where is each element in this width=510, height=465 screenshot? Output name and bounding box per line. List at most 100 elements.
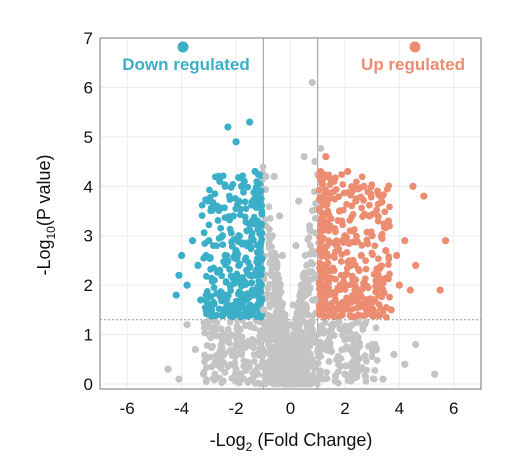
point-not-significant [251, 379, 259, 387]
point-not-significant [299, 317, 307, 324]
point-not-significant [356, 355, 364, 362]
point-down-regulated [254, 249, 262, 257]
point-up-regulated [339, 181, 347, 188]
point-down-regulated [222, 292, 230, 300]
point-up-regulated [363, 306, 371, 314]
y-axis-title-prefix: -Log [34, 240, 54, 276]
point-not-significant [217, 342, 225, 349]
point-up-regulated [373, 206, 381, 214]
point-down-regulated [232, 246, 240, 255]
point-down-regulated [216, 177, 224, 185]
point-down-regulated [232, 138, 240, 146]
point-down-regulated [207, 306, 216, 314]
point-down-regulated [221, 204, 228, 212]
point-not-significant [248, 335, 256, 344]
point-up-regulated [346, 216, 354, 224]
point-not-significant [221, 350, 229, 357]
point-not-significant [311, 296, 319, 304]
legend: Down regulated Up regulated [122, 41, 465, 74]
point-not-significant [276, 212, 284, 220]
point-down-regulated [240, 277, 248, 285]
point-not-significant [341, 370, 349, 378]
point-up-regulated [318, 290, 325, 298]
point-up-regulated [383, 185, 391, 193]
plot-frame [99, 37, 482, 390]
point-up-regulated [352, 197, 360, 205]
x-axis-title: -Log2 (Fold Change) [210, 430, 373, 454]
point-not-significant [235, 373, 243, 381]
y-tick-label: 3 [84, 227, 93, 246]
point-up-regulated [341, 286, 349, 293]
point-down-regulated [226, 266, 233, 273]
point-up-regulated [327, 301, 335, 309]
point-up-regulated [385, 261, 392, 268]
point-not-significant [303, 365, 311, 373]
point-not-significant [283, 329, 290, 336]
point-down-regulated [175, 271, 183, 279]
point-not-significant [349, 335, 357, 344]
point-not-significant [323, 368, 330, 376]
point-not-significant [352, 319, 360, 326]
point-not-significant [362, 357, 370, 365]
point-not-significant [349, 347, 357, 355]
point-not-significant [311, 214, 319, 222]
point-not-significant [237, 350, 246, 358]
point-not-significant [295, 197, 303, 205]
point-down-regulated [258, 295, 266, 302]
point-not-significant [281, 311, 289, 319]
x-tick-label: -2 [229, 399, 244, 418]
point-down-regulated [206, 293, 214, 301]
point-up-regulated [318, 180, 326, 188]
point-not-significant [191, 345, 199, 354]
point-down-regulated [240, 188, 247, 196]
point-not-significant [278, 321, 286, 329]
point-up-regulated [395, 281, 403, 289]
point-up-regulated [332, 306, 340, 314]
point-not-significant [203, 376, 210, 384]
point-up-regulated [386, 293, 393, 301]
point-not-significant [362, 373, 370, 380]
point-down-regulated [221, 182, 229, 190]
point-down-regulated [226, 196, 234, 204]
point-up-regulated [378, 235, 386, 243]
point-not-significant [401, 360, 409, 368]
point-not-significant [250, 358, 258, 365]
point-up-regulated [330, 266, 338, 274]
point-up-regulated [335, 193, 343, 201]
point-down-regulated [216, 266, 224, 274]
point-down-regulated [248, 201, 255, 209]
point-up-regulated [362, 257, 370, 265]
point-up-regulated [338, 311, 346, 319]
point-down-regulated [235, 261, 243, 270]
point-down-regulated [219, 241, 227, 249]
point-not-significant [281, 350, 289, 358]
point-not-significant [295, 335, 303, 344]
point-not-significant [218, 336, 226, 343]
y-tick-label: 1 [84, 326, 93, 345]
point-up-regulated [343, 294, 351, 302]
point-not-significant [286, 346, 294, 354]
point-not-significant [379, 375, 387, 383]
point-not-significant [275, 284, 283, 292]
point-not-significant [357, 365, 365, 373]
point-not-significant [213, 325, 220, 333]
point-not-significant [199, 370, 208, 378]
point-down-regulated [221, 257, 229, 265]
point-not-significant [368, 340, 376, 349]
point-not-significant [286, 375, 295, 383]
point-not-significant [305, 234, 313, 242]
point-not-significant [278, 303, 286, 311]
point-up-regulated [386, 203, 393, 211]
point-not-significant [272, 311, 279, 318]
x-tick-label: 4 [395, 399, 404, 418]
point-not-significant [373, 356, 381, 364]
point-up-regulated [359, 312, 367, 320]
point-up-regulated [384, 217, 393, 225]
point-not-significant [224, 363, 232, 371]
legend-label-up: Up regulated [361, 55, 465, 74]
point-not-significant [309, 260, 317, 268]
point-up-regulated [315, 186, 323, 194]
point-not-significant [261, 380, 269, 388]
point-up-regulated [401, 237, 409, 245]
point-down-regulated [242, 205, 250, 213]
